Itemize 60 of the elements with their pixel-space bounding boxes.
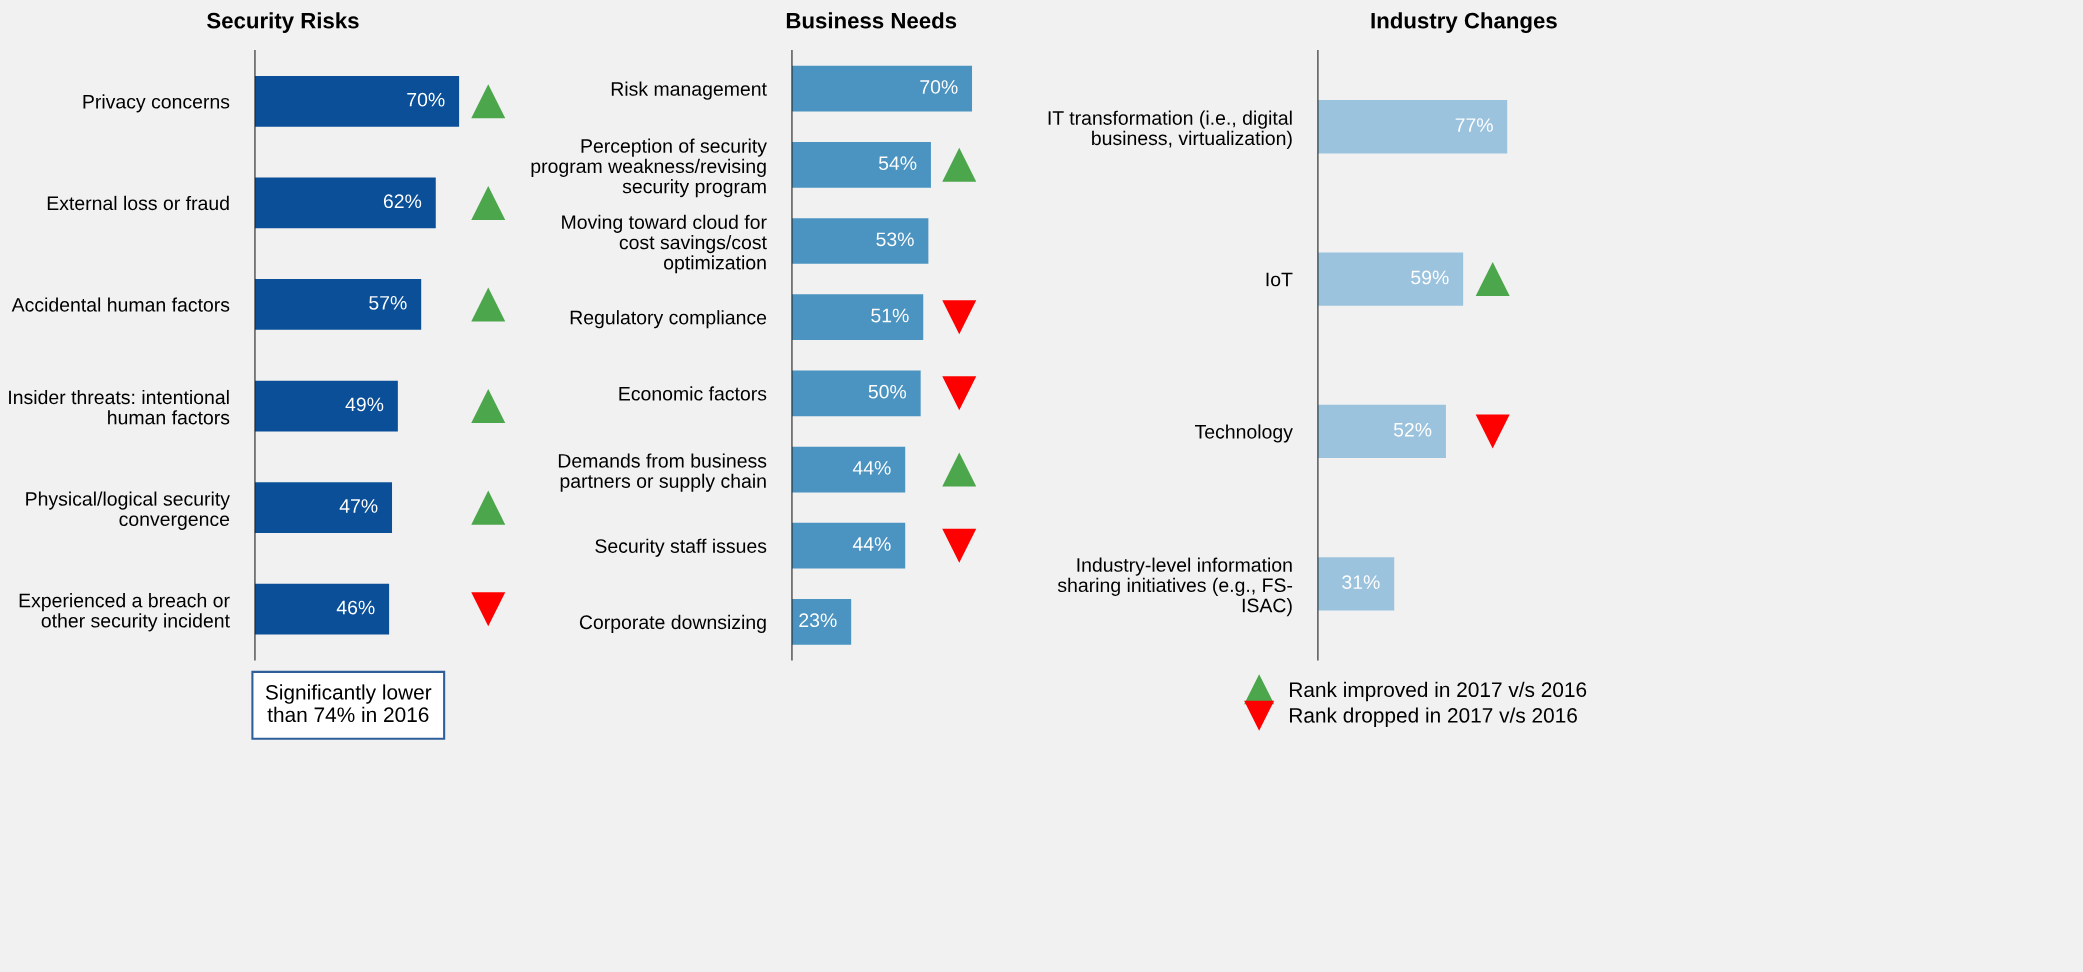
data-label: 51% (871, 308, 909, 323)
legend-label: Rank improved in 2017 v/s 2016 (1290, 681, 1587, 702)
y-tick-label: Accidental human factors (11, 297, 230, 312)
bar (254, 177, 436, 229)
data-label: 49% (345, 397, 384, 412)
bar (791, 446, 906, 493)
y-tick-label: Perception of security program weakness/revising security program (531, 138, 767, 198)
bar (254, 75, 460, 127)
y-tick-label: Moving toward cloud for cost savings/cost optimization (562, 214, 767, 274)
data-label: 46% (336, 600, 375, 615)
data-label: 23% (799, 613, 837, 628)
bar (1317, 100, 1508, 154)
y-tick-label: Physical/logical security convergence (26, 491, 230, 530)
bar (791, 141, 931, 188)
y-tick-label: Experienced a breach or other security incident (19, 593, 230, 632)
y-tick-label: Demands from business partners or supply chain (558, 453, 767, 492)
y-tick-label: Security staff issues (595, 538, 767, 557)
y-tick-label: External loss or fraud (47, 195, 229, 211)
bar (791, 65, 973, 112)
y-tick-label: IT transformation (i.e., digital business, virtualization) (1048, 110, 1292, 149)
y-tick-label: Corporate downsizing (579, 614, 766, 633)
bar (254, 380, 398, 432)
chart-title: Industry Changes (1371, 12, 1557, 34)
data-label: 44% (852, 461, 891, 475)
data-label: 47% (339, 499, 378, 513)
data-label: 70% (920, 80, 958, 94)
data-label: 54% (878, 156, 917, 171)
data-label: 44% (852, 537, 891, 551)
y-tick-label: Industry-level information sharing initiatives (e.g., FS- ISAC) (1057, 557, 1293, 617)
y-tick-label: Economic factors (619, 386, 767, 401)
bar (1317, 252, 1464, 306)
chart-title: Security Risks (207, 12, 359, 33)
bar (791, 218, 929, 264)
data-label: 53% (876, 232, 914, 247)
data-label: 52% (1393, 422, 1432, 437)
y-tick-label: Insider threats: intentional human factors (9, 389, 230, 425)
data-label: 57% (369, 296, 407, 310)
y-tick-label: Regulatory compliance (570, 310, 767, 329)
bar (791, 294, 924, 341)
data-label: 50% (868, 384, 907, 399)
bar (791, 370, 921, 417)
y-tick-label: Privacy concerns (83, 94, 230, 113)
bar (254, 583, 390, 635)
legend-label: Rank dropped in 2017 v/s 2016 (1290, 707, 1577, 727)
bar (1317, 557, 1395, 611)
y-tick-label: Technology (1195, 424, 1293, 443)
data-label: 77% (1455, 118, 1493, 132)
y-tick-label: Risk management (611, 81, 767, 100)
bar (254, 279, 422, 330)
data-label: 59% (1411, 270, 1449, 285)
bar (1317, 404, 1446, 459)
chart-title: Business Needs (786, 12, 957, 29)
text: Significantly lower than 74% in 2016 (265, 684, 432, 723)
data-label: 31% (1342, 575, 1380, 590)
data-label: 62% (383, 194, 422, 209)
bar (254, 482, 393, 534)
bar (791, 522, 906, 569)
data-label: 70% (407, 92, 445, 107)
y-tick-label: IoT (1266, 272, 1293, 287)
bar (791, 599, 852, 645)
